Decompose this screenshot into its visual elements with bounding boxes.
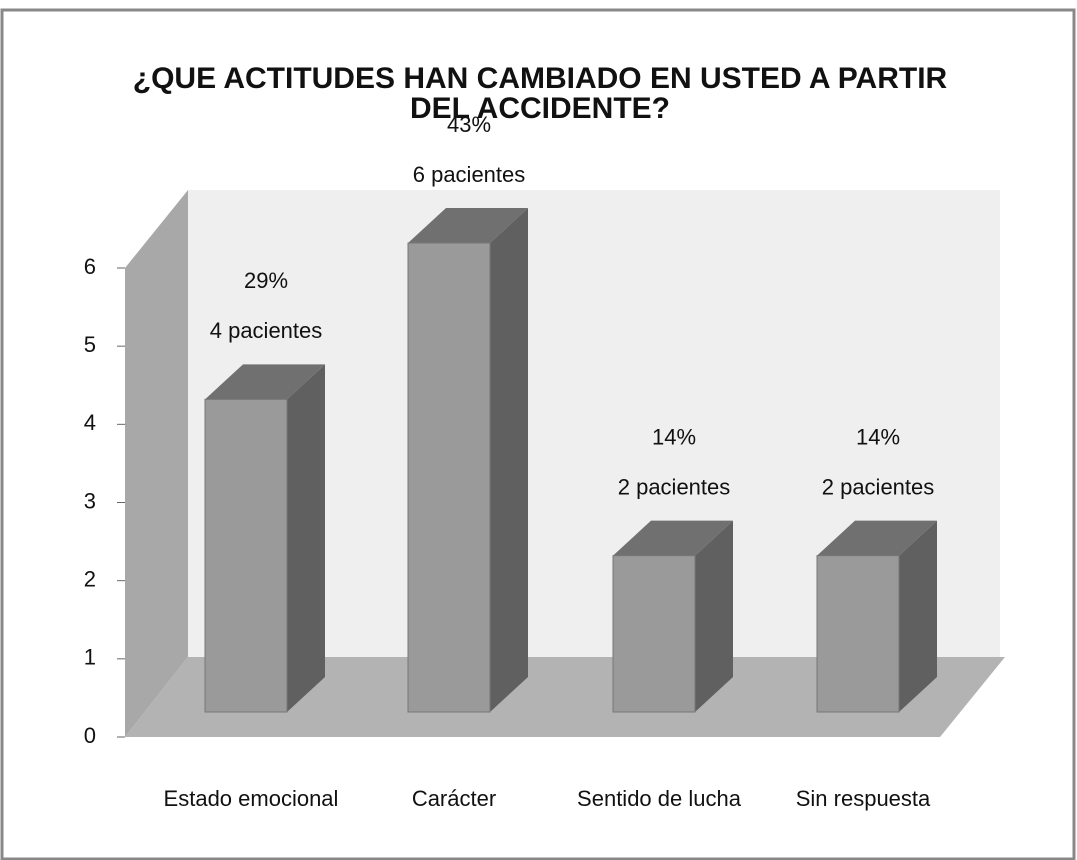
percentage-label: 14% [856, 424, 900, 449]
percentage-label: 43% [447, 112, 491, 137]
percentage-label: 29% [244, 268, 288, 293]
bar-side [695, 520, 733, 712]
y-tick-label: 4 [84, 410, 96, 435]
bar [407, 208, 528, 713]
frame [0, 8, 1076, 860]
chart-title: DEL ACCIDENTE? [410, 92, 670, 125]
side-wall [125, 190, 188, 737]
chart-title: ¿QUE ACTITUDES HAN CAMBIADO EN USTED A P… [133, 62, 948, 95]
floor [125, 657, 1005, 737]
x-tick-label: Sin respuesta [796, 786, 931, 811]
bar-top [408, 208, 528, 243]
bar [612, 520, 733, 713]
percentage-label: 14% [652, 424, 696, 449]
y-tick-label: 0 [84, 723, 96, 748]
y-tick-label: 1 [84, 645, 96, 670]
back-wall [188, 190, 1000, 657]
bar-top [205, 364, 325, 400]
value-label: 2 pacientes [618, 474, 731, 499]
bar-top [613, 520, 733, 556]
bar-front [612, 555, 696, 713]
bar-top [817, 520, 937, 556]
bar-side [287, 364, 325, 712]
x-tick-label: Sentido de lucha [577, 786, 742, 811]
y-tick-label: 3 [84, 488, 96, 513]
bar [204, 364, 325, 713]
x-tick-label: Carácter [412, 786, 496, 811]
y-tick-label: 6 [84, 254, 96, 279]
value-label: 4 pacientes [210, 318, 323, 343]
value-label: 2 pacientes [822, 474, 935, 499]
bar-front [816, 555, 900, 713]
y-tick-label: 5 [84, 332, 96, 357]
bar [816, 520, 937, 713]
bar-front [204, 398, 288, 713]
value-label: 6 pacientes [413, 162, 526, 187]
bar-side [899, 520, 937, 712]
x-tick-label: Estado emocional [164, 786, 339, 811]
y-tick-label: 2 [84, 566, 96, 591]
bar-side [490, 208, 528, 712]
bar-front [407, 242, 491, 713]
